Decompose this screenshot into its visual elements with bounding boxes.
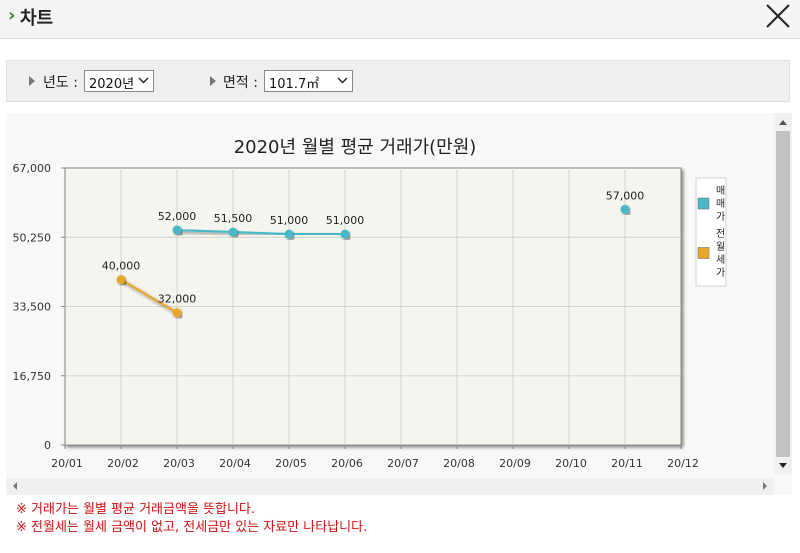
x-tick-label: 20/03 — [163, 457, 195, 470]
data-point[interactable] — [284, 229, 294, 239]
x-tick-label: 20/01 — [51, 457, 83, 470]
year-select-value: 2020년 — [89, 77, 135, 92]
vertical-scrollbar[interactable] — [774, 113, 792, 475]
series-line — [120, 278, 178, 314]
data-label: 40,000 — [102, 260, 141, 273]
window-title: 차트 — [20, 8, 54, 29]
x-tick-label: 20/11 — [611, 457, 643, 470]
legend-swatch — [697, 197, 710, 210]
series-line — [176, 228, 345, 236]
x-tick-label: 20/05 — [275, 457, 307, 470]
chevron-down-icon — [337, 77, 348, 84]
area-select-value: 101.7㎡ — [269, 77, 320, 92]
data-label: 32,000 — [158, 293, 197, 306]
x-tick-label: 20/06 — [331, 457, 363, 470]
title-bar: › 차트 — [0, 0, 800, 39]
year-select[interactable]: 2020년 — [84, 70, 154, 92]
year-label: 년도 : — [43, 75, 78, 91]
data-label: 51,000 — [326, 214, 365, 227]
legend-label: 가 — [716, 211, 725, 223]
data-point[interactable] — [620, 204, 630, 214]
data-label: 51,000 — [270, 214, 309, 227]
legend-label: 월 — [716, 241, 725, 253]
data-label: 51,500 — [214, 212, 253, 225]
data-point[interactable] — [172, 308, 182, 318]
horizontal-scrollbar[interactable] — [6, 478, 774, 495]
area-select[interactable]: 101.7㎡ — [264, 70, 353, 92]
close-icon[interactable] — [764, 2, 792, 30]
year-arrow-icon — [29, 76, 35, 86]
scroll-up-icon[interactable] — [774, 115, 792, 129]
legend-box — [695, 177, 727, 287]
vertical-scroll-thumb[interactable] — [776, 131, 790, 457]
legend-label: 가 — [716, 267, 725, 279]
y-tick-label: 67,000 — [13, 162, 52, 175]
data-point[interactable] — [228, 227, 238, 237]
scroll-right-icon[interactable] — [758, 478, 772, 495]
y-tick-label: 50,250 — [13, 231, 52, 244]
legend-label: 매 — [716, 185, 725, 197]
note-line-1: ※ 거래가는 월별 평균 거래금액을 뜻합니다. — [16, 502, 256, 517]
y-tick-label: 0 — [44, 439, 51, 452]
scroll-left-icon[interactable] — [8, 478, 22, 495]
legend-swatch — [697, 247, 710, 259]
data-point[interactable] — [172, 225, 182, 235]
x-tick-label: 20/09 — [499, 457, 531, 470]
x-tick-label: 20/08 — [443, 457, 475, 470]
y-tick-label: 16,750 — [13, 370, 52, 383]
note-line-2: ※ 전월세는 월세 금액이 없고, 전세금만 있는 자료만 나타납니다. — [16, 520, 368, 535]
x-tick-label: 20/02 — [107, 457, 139, 470]
title-arrow-icon: › — [8, 5, 16, 26]
data-label: 57,000 — [606, 189, 645, 202]
area-label: 면적 : — [223, 75, 258, 91]
x-tick-label: 20/07 — [387, 457, 419, 470]
y-tick-label: 33,500 — [13, 301, 52, 314]
filter-bar: 년도 : 2020년 면적 : 101.7㎡ — [6, 60, 790, 102]
data-point[interactable] — [340, 229, 350, 239]
legend-label: 매 — [716, 198, 725, 210]
x-tick-label: 20/10 — [555, 457, 587, 470]
scroll-down-icon[interactable] — [774, 459, 792, 473]
area-arrow-icon — [210, 76, 216, 86]
x-tick-label: 20/12 — [667, 457, 699, 470]
chevron-down-icon — [138, 77, 149, 84]
legend-label: 전 — [716, 228, 725, 240]
data-label: 52,000 — [158, 210, 197, 223]
data-point[interactable] — [116, 275, 126, 285]
legend-label: 세 — [716, 254, 725, 266]
chart-title: 2020년 월별 평균 거래가(만원) — [234, 137, 477, 158]
x-tick-label: 20/04 — [219, 457, 251, 470]
